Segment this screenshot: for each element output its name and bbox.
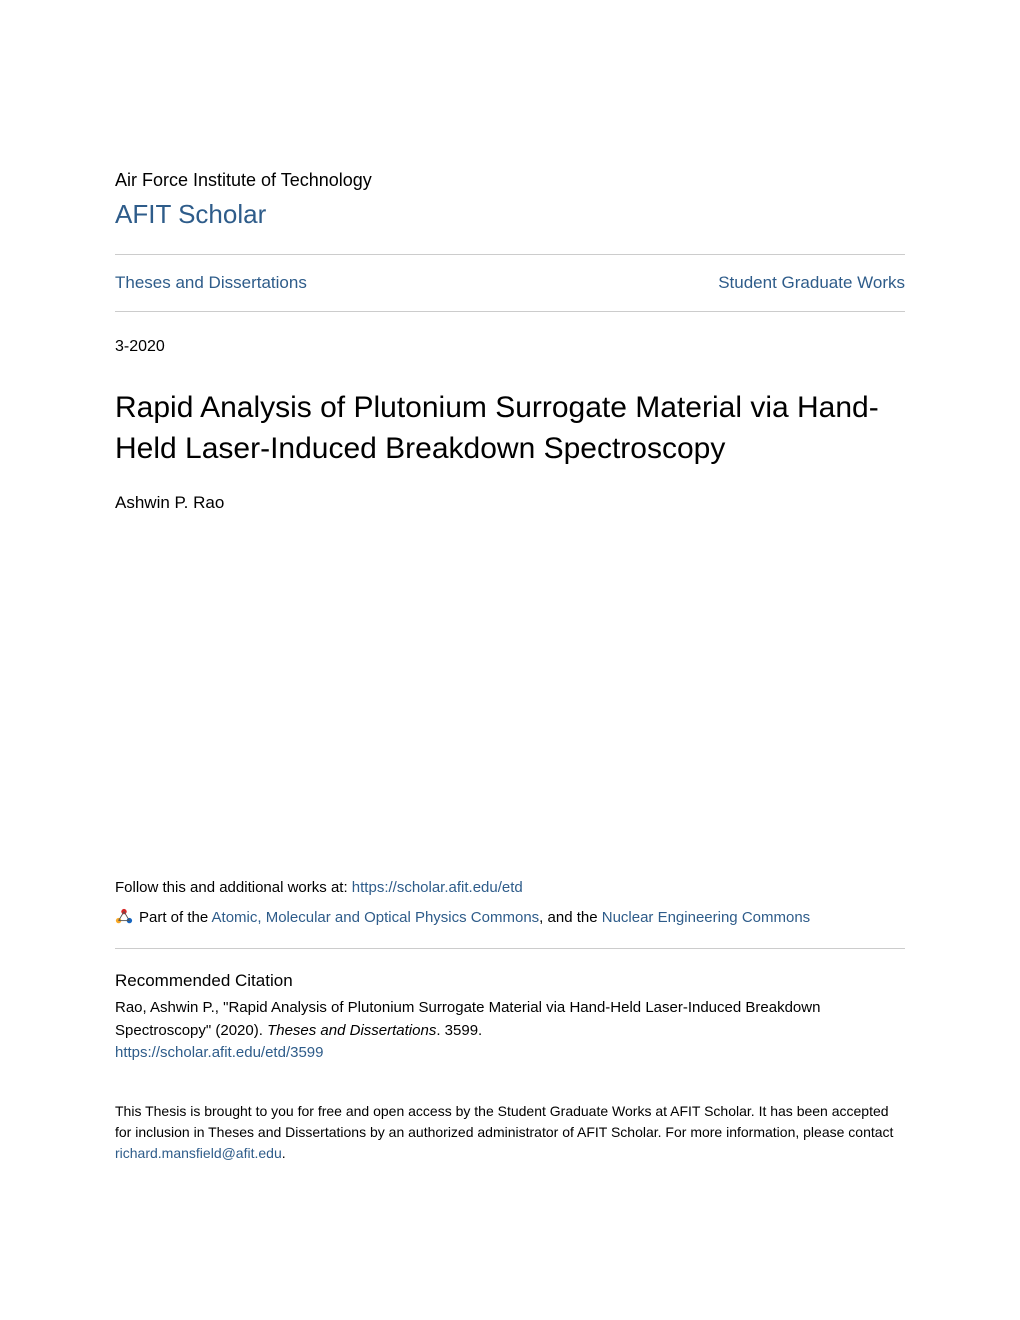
follow-url-link[interactable]: https://scholar.afit.edu/etd [352, 879, 523, 896]
commons-link-1[interactable]: Atomic, Molecular and Optical Physics Co… [212, 909, 540, 926]
institution-name: Air Force Institute of Technology [115, 170, 905, 191]
contact-email-link[interactable]: richard.mansfield@afit.edu [115, 1145, 282, 1161]
commons-network-icon [115, 908, 133, 926]
disclaimer-part1: This Thesis is brought to you for free a… [115, 1103, 893, 1140]
breadcrumb-nav: Theses and Dissertations Student Graduat… [115, 255, 905, 311]
student-graduate-works-link[interactable]: Student Graduate Works [718, 273, 905, 293]
follow-prefix: Follow this and additional works at: [115, 879, 352, 896]
commons-prefix: Part of the [139, 909, 212, 926]
author-name: Ashwin P. Rao [115, 493, 905, 513]
disclaimer-part2: . [282, 1145, 286, 1161]
commons-joiner: , and the [539, 909, 602, 926]
follow-works-line: Follow this and additional works at: htt… [115, 879, 905, 896]
nav-divider [115, 311, 905, 312]
paper-title: Rapid Analysis of Plutonium Surrogate Ma… [115, 388, 905, 469]
commons-divider [115, 948, 905, 949]
spacer [115, 529, 905, 879]
disclaimer-text: This Thesis is brought to you for free a… [115, 1101, 905, 1164]
theses-dissertations-link[interactable]: Theses and Dissertations [115, 273, 307, 293]
commons-line: Part of the Atomic, Molecular and Optica… [115, 908, 905, 926]
permalink: https://scholar.afit.edu/etd/3599 [115, 1044, 905, 1061]
permalink-url[interactable]: https://scholar.afit.edu/etd/3599 [115, 1044, 323, 1061]
commons-link-2[interactable]: Nuclear Engineering Commons [602, 909, 810, 926]
citation-italic-series: Theses and Dissertations [267, 1022, 436, 1039]
repository-link[interactable]: AFIT Scholar [115, 199, 905, 230]
publication-date: 3-2020 [115, 338, 905, 356]
recommended-citation-heading: Recommended Citation [115, 971, 905, 991]
citation-part2: . 3599. [436, 1022, 482, 1039]
citation-text: Rao, Ashwin P., "Rapid Analysis of Pluto… [115, 997, 905, 1042]
